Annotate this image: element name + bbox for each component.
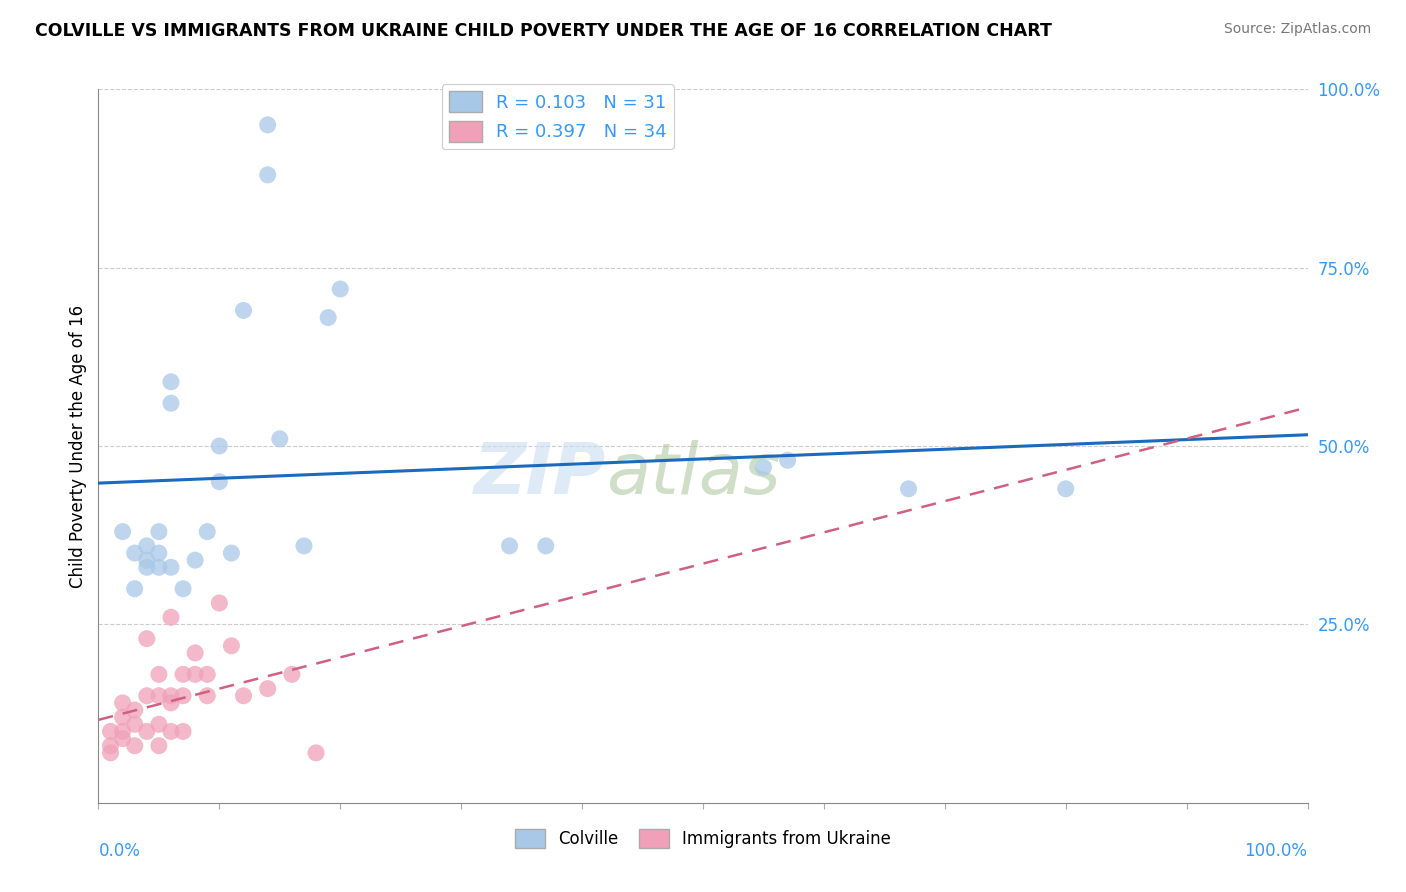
Y-axis label: Child Poverty Under the Age of 16: Child Poverty Under the Age of 16: [69, 304, 87, 588]
Point: [111, 731, 134, 746]
Point: [148, 667, 170, 681]
Point: [135, 553, 157, 567]
Point: [256, 168, 278, 182]
Point: [148, 689, 170, 703]
Point: [124, 717, 146, 731]
Point: [160, 689, 183, 703]
Point: [160, 396, 183, 410]
Point: [256, 681, 278, 696]
Point: [292, 539, 315, 553]
Point: [148, 524, 170, 539]
Point: [269, 432, 291, 446]
Point: [135, 689, 157, 703]
Point: [281, 667, 304, 681]
Point: [148, 717, 170, 731]
Point: [1054, 482, 1077, 496]
Point: [135, 560, 157, 574]
Point: [208, 596, 231, 610]
Text: ZIP: ZIP: [474, 440, 606, 509]
Point: [208, 475, 231, 489]
Point: [100, 724, 122, 739]
Point: [124, 546, 146, 560]
Point: [124, 703, 146, 717]
Point: [897, 482, 920, 496]
Point: [195, 524, 218, 539]
Point: [135, 724, 157, 739]
Point: [172, 582, 194, 596]
Point: [160, 375, 183, 389]
Point: [160, 560, 183, 574]
Point: [221, 639, 243, 653]
Point: [148, 560, 170, 574]
Point: [752, 460, 775, 475]
Point: [111, 524, 134, 539]
Point: [195, 689, 218, 703]
Point: [124, 582, 146, 596]
Point: [534, 539, 557, 553]
Point: [160, 610, 183, 624]
Point: [135, 632, 157, 646]
Point: [111, 696, 134, 710]
Point: [111, 724, 134, 739]
Point: [172, 724, 194, 739]
Point: [498, 539, 520, 553]
Point: [135, 539, 157, 553]
Point: [111, 710, 134, 724]
Point: [184, 667, 207, 681]
Point: [148, 546, 170, 560]
Point: [195, 667, 218, 681]
Point: [172, 689, 194, 703]
Point: [221, 546, 243, 560]
Point: [256, 118, 278, 132]
Point: [316, 310, 339, 325]
Text: COLVILLE VS IMMIGRANTS FROM UKRAINE CHILD POVERTY UNDER THE AGE OF 16 CORRELATIO: COLVILLE VS IMMIGRANTS FROM UKRAINE CHIL…: [35, 22, 1052, 40]
Text: 100.0%: 100.0%: [1244, 842, 1308, 860]
Text: 0.0%: 0.0%: [98, 842, 141, 860]
Point: [208, 439, 231, 453]
Point: [100, 739, 122, 753]
Point: [184, 553, 207, 567]
Point: [124, 739, 146, 753]
Point: [160, 724, 183, 739]
Point: [172, 667, 194, 681]
Point: [148, 739, 170, 753]
Point: [160, 696, 183, 710]
Point: [232, 303, 254, 318]
Point: [305, 746, 328, 760]
Point: [329, 282, 352, 296]
Text: atlas: atlas: [606, 440, 780, 509]
Point: [232, 689, 254, 703]
Point: [184, 646, 207, 660]
Point: [776, 453, 799, 467]
Legend: Colville, Immigrants from Ukraine: Colville, Immigrants from Ukraine: [509, 822, 897, 855]
Text: Source: ZipAtlas.com: Source: ZipAtlas.com: [1223, 22, 1371, 37]
Point: [100, 746, 122, 760]
